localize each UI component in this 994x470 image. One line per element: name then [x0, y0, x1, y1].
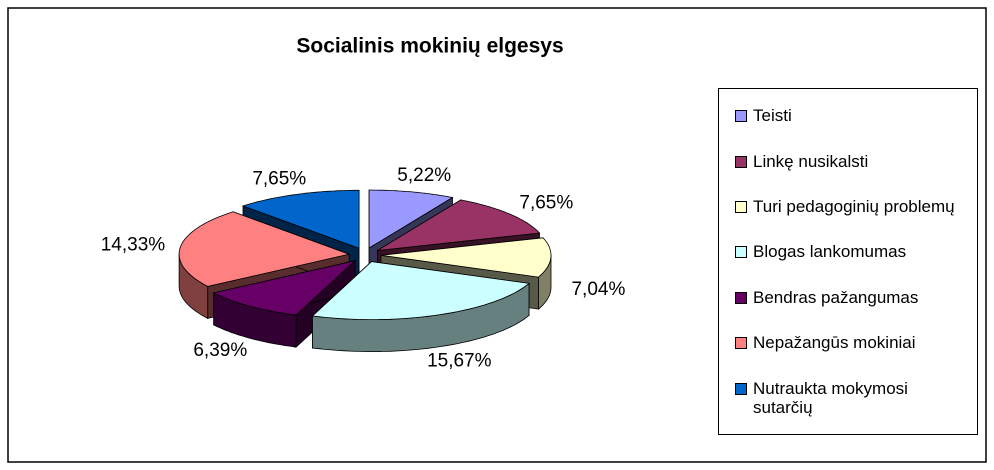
data-label: 5,22%: [397, 165, 451, 186]
slice-top: [377, 199, 541, 251]
chart-title: Socialinis mokinių elgesys: [296, 35, 563, 58]
legend-label: Bendras pažangumas: [753, 287, 919, 307]
legend-item: Blogas lankomumas: [735, 242, 969, 261]
slice-top: [212, 259, 357, 316]
data-label: 7,65%: [252, 168, 306, 189]
legend-label: Nepažangūs mokiniai: [753, 333, 916, 353]
data-label: 6,39%: [193, 340, 247, 361]
legend-swatch: [735, 155, 747, 168]
slice-top: [241, 189, 360, 249]
slice-top: [368, 189, 454, 249]
legend: Teisti Linkę nusikalsti Turi pedagoginių p…: [718, 88, 978, 435]
legend-item: Bendras pažangumas: [735, 288, 969, 307]
legend-label: Blogas lankomumas: [753, 242, 907, 262]
slice-top: [178, 211, 351, 287]
data-label: 7,04%: [571, 279, 625, 300]
legend-label: Nutraukta mokymosi sutarčių: [753, 378, 908, 417]
legend-label: Linkę nusikalsti: [753, 151, 869, 171]
legend-item: Nutraukta mokymosi sutarčių: [735, 379, 969, 417]
data-label: 15,67%: [427, 351, 492, 372]
legend-swatch: [735, 246, 747, 259]
legend-swatch: [735, 291, 747, 304]
data-label: 14,33%: [101, 235, 166, 256]
legend-label: Teisti: [753, 106, 792, 126]
legend-item: Linkę nusikalsti: [735, 152, 969, 171]
legend-swatch: [735, 382, 747, 395]
legend-item: Turi pedagoginių problemų: [735, 197, 969, 216]
legend-item: Nepažangūs mokiniai: [735, 333, 969, 352]
data-label: 7,65%: [519, 193, 573, 214]
legend-swatch: [735, 201, 747, 214]
legend-swatch: [735, 337, 747, 350]
legend-item: Teisti: [735, 106, 969, 125]
legend-label: Turi pedagoginių problemų: [753, 197, 955, 217]
legend-swatch: [735, 110, 747, 123]
pie-slice: [311, 260, 531, 353]
slice-top: [311, 261, 531, 321]
slice-top: [380, 237, 552, 278]
